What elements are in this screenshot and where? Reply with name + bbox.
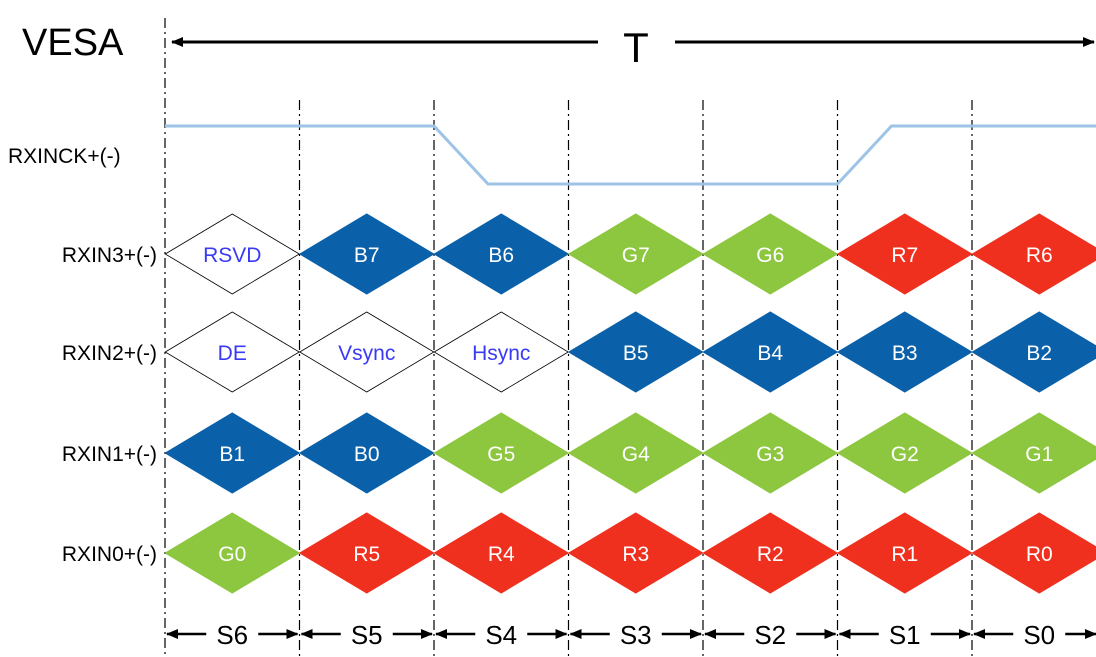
bit-label: DE <box>218 342 247 365</box>
bit-label: R6 <box>1026 244 1053 267</box>
bit-cell-b2 <box>971 311 1096 393</box>
bit-label: R4 <box>488 543 515 566</box>
bit-label: R7 <box>891 244 918 267</box>
bit-label: G7 <box>622 244 650 267</box>
bit-label: RSVD <box>203 244 261 267</box>
bit-label: G5 <box>487 443 515 466</box>
bit-label: R5 <box>353 543 380 566</box>
bit-label: B4 <box>757 342 783 365</box>
bit-label: G0 <box>218 543 246 566</box>
lane-rxin0: RXIN0+(-) G0 R5 R4 R3 R2 R1 R0 <box>62 512 1096 594</box>
bit-cell-g1 <box>971 412 1096 494</box>
data-lanes: RXIN3+(-) RSVD B7 B6 G7 G6 R7 R6 RXIN2+(-) DE Vsyn… <box>62 213 1096 594</box>
lane-label: RXIN2+(-) <box>62 342 157 365</box>
bit-label: R2 <box>757 543 784 566</box>
bit-label: B5 <box>623 342 649 365</box>
bit-label: G2 <box>891 443 919 466</box>
bit-label: G6 <box>756 244 784 267</box>
clock-waveform <box>165 124 1096 186</box>
slot-label-s4: S4 <box>485 620 517 650</box>
bit-cell-r6 <box>971 213 1096 295</box>
slot-label-s1: S1 <box>889 620 921 650</box>
bit-label: B1 <box>219 443 245 466</box>
bit-label: G1 <box>1025 443 1053 466</box>
period-arrow: T <box>171 24 1095 71</box>
period-label: T <box>623 24 649 71</box>
bit-label: G4 <box>622 443 650 466</box>
slot-label-s0: S0 <box>1023 620 1055 650</box>
slot-row: S6 S5 S4 S3 S2 S1 S0 <box>166 620 1096 650</box>
bit-label: R0 <box>1026 543 1053 566</box>
slot-label-s6: S6 <box>216 620 248 650</box>
diagram-title: VESA <box>22 22 124 64</box>
bit-cell-r0 <box>971 512 1096 594</box>
slot-label-s3: S3 <box>620 620 652 650</box>
bit-label: R3 <box>622 543 649 566</box>
slot-label-s2: S2 <box>754 620 786 650</box>
lane-rxin1: RXIN1+(-) B1 B0 G5 G4 G3 G2 G1 <box>62 412 1096 494</box>
bit-label: B6 <box>488 244 514 267</box>
lane-rxin3: RXIN3+(-) RSVD B7 B6 G7 G6 R7 R6 <box>62 213 1096 295</box>
slot-label-s5: S5 <box>351 620 383 650</box>
bit-label: B7 <box>354 244 380 267</box>
lane-rxin2: RXIN2+(-) DE Vsync Hsync B5 B4 B3 B2 <box>62 311 1096 393</box>
bit-label: R1 <box>891 543 918 566</box>
bit-label: B0 <box>354 443 380 466</box>
bit-label: B2 <box>1026 342 1052 365</box>
clock-label: RXINCK+(-) <box>8 145 121 168</box>
bit-label: Vsync <box>338 342 395 365</box>
bit-label: Hsync <box>472 342 530 365</box>
lane-label: RXIN1+(-) <box>62 443 157 466</box>
lane-label: RXIN0+(-) <box>62 543 157 566</box>
bit-label: G3 <box>756 443 784 466</box>
bit-label: B3 <box>892 342 918 365</box>
lane-label: RXIN3+(-) <box>62 244 157 267</box>
